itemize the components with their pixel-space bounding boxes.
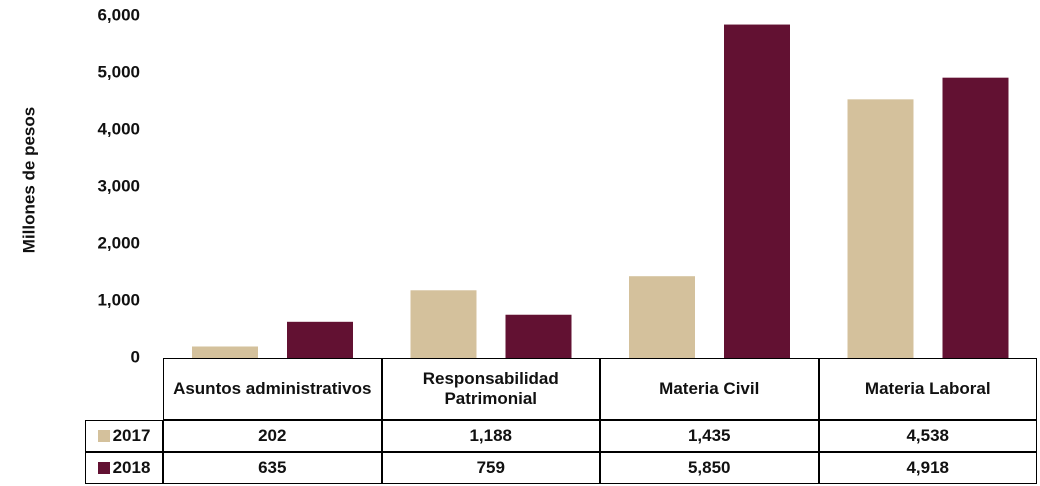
- y-tick-label: 1,000: [97, 290, 140, 309]
- value-label-text: 759: [476, 458, 505, 477]
- y-tick-label: 0: [131, 347, 140, 366]
- legend-entry: 2018: [85, 452, 163, 484]
- value-label-text: 4,538: [906, 426, 950, 445]
- value-label-text: 1,188: [469, 426, 513, 445]
- category-label-text: Responsabilidad Patrimonial: [422, 369, 559, 408]
- category-label-text: Materia Civil: [659, 379, 760, 398]
- value-label-text: 635: [258, 458, 287, 477]
- category-label-text: Asuntos administrativos: [173, 379, 372, 398]
- legend-swatch: [97, 462, 110, 474]
- legend-entry-text: 2017: [112, 426, 151, 445]
- value-label: 4,918: [818, 452, 1037, 484]
- category-label-text: Materia Laboral: [864, 379, 991, 398]
- bar: [629, 276, 695, 358]
- bar: [410, 290, 477, 358]
- value-label: 635: [163, 452, 382, 484]
- category-label: Materia Civil: [600, 358, 819, 420]
- y-tick-label: 3,000: [97, 176, 140, 195]
- bar: [505, 314, 572, 358]
- value-label: 759: [381, 452, 600, 484]
- y-tick-label: 4,000: [97, 119, 140, 138]
- bar: [847, 99, 914, 359]
- value-label: 4,538: [818, 420, 1037, 452]
- y-axis-label: Millones de pesos: [19, 107, 38, 253]
- value-label: 5,850: [600, 452, 819, 484]
- category-label: Asuntos administrativos: [163, 358, 382, 420]
- legend-swatch: [97, 430, 110, 442]
- bar: [192, 346, 258, 358]
- value-label-text: 4,918: [906, 458, 950, 477]
- y-tick-label: 2,000: [97, 233, 140, 252]
- legend-entry-text: 2018: [112, 458, 151, 477]
- legend-entry: 2017: [85, 420, 163, 452]
- value-label-text: 202: [258, 426, 287, 445]
- bar: [287, 321, 353, 358]
- category-label: Responsabilidad Patrimonial: [381, 358, 600, 420]
- y-tick-label: 6,000: [97, 5, 140, 24]
- value-label: 202: [163, 420, 382, 452]
- value-label: 1,435: [600, 420, 819, 452]
- bar: [942, 77, 1009, 358]
- value-label-text: 5,850: [687, 458, 731, 477]
- bar: [724, 24, 790, 359]
- value-label-text: 1,435: [687, 426, 731, 445]
- value-label: 1,188: [381, 420, 600, 452]
- y-tick-label: 5,000: [97, 62, 140, 81]
- category-label: Materia Laboral: [818, 358, 1037, 420]
